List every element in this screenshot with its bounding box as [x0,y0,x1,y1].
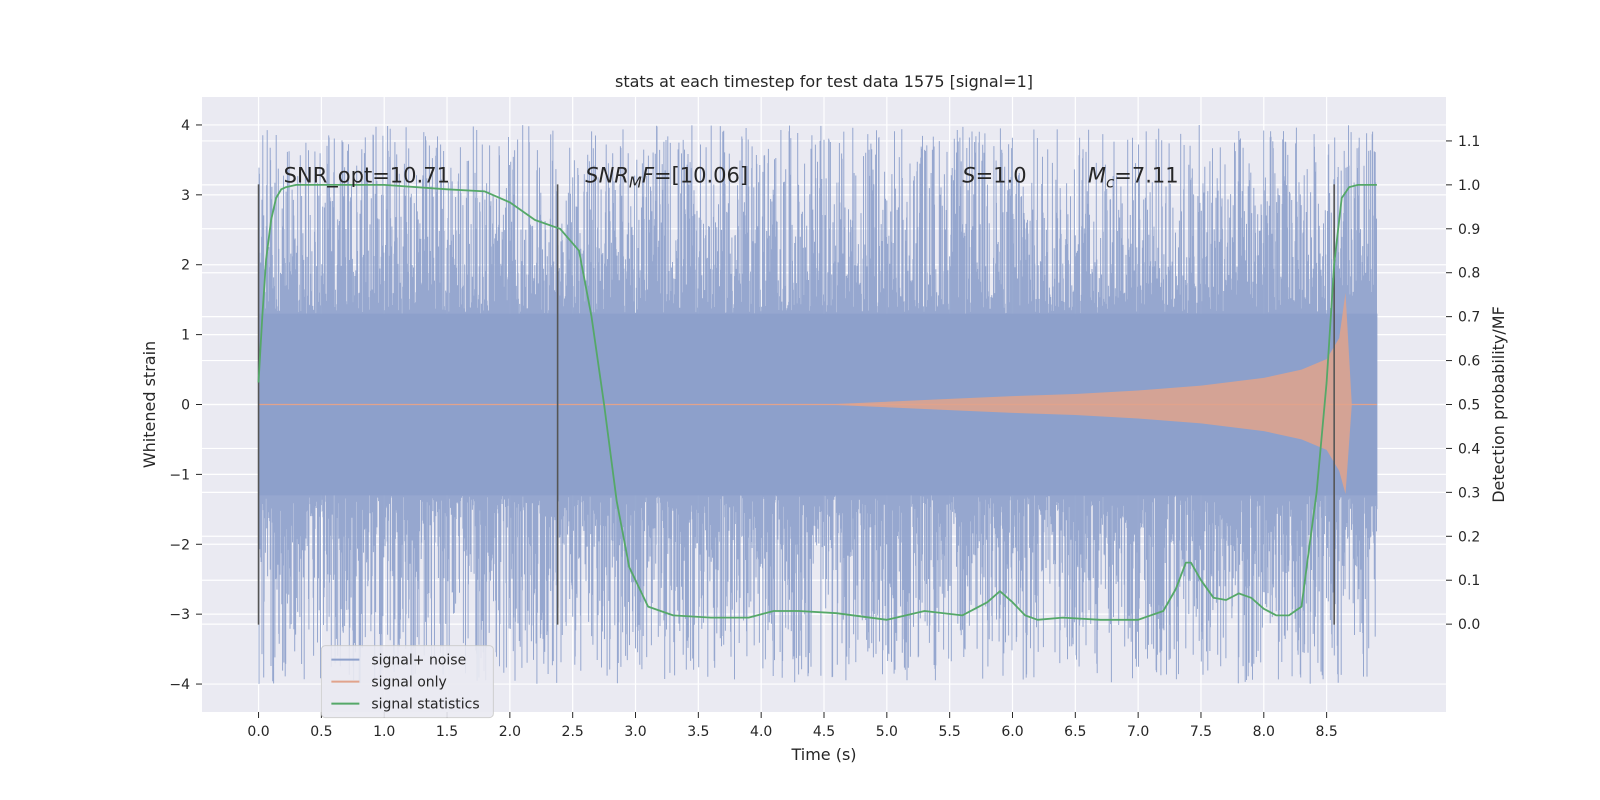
x-tick-label: 8.0 [1253,724,1275,740]
right-tick-label: 0.0 [1458,617,1480,633]
annotation-part: SNR [585,163,629,187]
right-tick-label: 0.2 [1458,529,1480,545]
legend-label: signal statistics [371,697,479,713]
annotation-part: S [962,163,975,187]
left-tick-label: −3 [169,607,190,623]
left-tick-label: 4 [181,118,190,134]
annotation-part: =1.0 [976,163,1027,187]
annotation-part: c [1106,173,1115,191]
annotation-text: S=1.0 [962,163,1026,187]
x-tick-label: 7.5 [1190,724,1212,740]
signal-only-envelope [824,292,1352,494]
signal-only-series [258,292,1377,494]
annotation-part: SNR_opt=10.71 [284,163,450,188]
legend-box [320,645,494,719]
x-tick-label: 3.5 [687,724,709,740]
x-tick-label: 2.5 [562,724,584,740]
right-tick-label: 1.1 [1458,134,1480,150]
annotation-text: SNRMF=[10.06] [585,163,748,191]
x-tick-label: 5.0 [876,724,898,740]
x-tick-label: 8.5 [1315,724,1337,740]
right-tick-label: 0.9 [1458,222,1480,238]
x-tick-label: 5.5 [939,724,961,740]
signal-statistics-line [257,184,1377,621]
right-tick-label: 0.6 [1458,354,1480,370]
left-tick-label: 2 [181,258,190,274]
annotation-part: M [629,173,642,191]
right-tick-label: 0.8 [1458,266,1480,282]
annotation-part: F [642,163,655,187]
legend: signal+ noise signal only signal statistic… [320,645,494,719]
left-tick-label: −1 [169,467,190,483]
right-tick-label: 1.0 [1458,178,1480,194]
x-axis: 0.0 0.5 1.0 1.5 2.0 2.5 3.0 3.5 4.0 4.5 5.0 5.5 6.0 6… [247,712,1338,740]
left-tick-label: −2 [169,537,190,553]
x-tick-label: 6.5 [1064,724,1086,740]
x-tick-label: 0.5 [310,724,332,740]
x-axis-label: Time (s) [790,745,856,764]
left-tick-label: 0 [181,398,190,414]
right-tick-label: 0.1 [1458,573,1480,589]
x-tick-label: 3.0 [624,724,646,740]
right-tick-label: 0.4 [1458,441,1480,457]
x-tick-label: 1.0 [373,724,395,740]
annotation-part: M [1088,163,1106,187]
x-tick-label: 1.5 [436,724,458,740]
annotation-text: Mc=7.11 [1088,163,1179,191]
annotations: SNR_opt=10.71 SNRMF=[10.06] S=1.0 Mc=7.11 [284,163,1179,191]
legend-label: signal+ noise [371,653,466,669]
x-tick-label: 4.0 [750,724,772,740]
left-y-axis-label: Whitened strain [140,341,159,468]
annotation-part: =7.11 [1114,163,1178,187]
chart-title: stats at each timestep for test data 157… [615,72,1033,91]
signal-statistics-series [257,184,1377,621]
x-tick-label: 7.0 [1127,724,1149,740]
right-tick-label: 0.7 [1458,310,1480,326]
annotation-part: =[10.06] [654,163,748,187]
right-tick-label: 0.3 [1458,485,1480,501]
left-y-axis: 4 3 2 1 0 −1 −2 −3 −4 [169,118,202,693]
x-tick-label: 0.0 [247,724,269,740]
annotation-text: SNR_opt=10.71 [284,163,450,188]
left-tick-label: 1 [181,328,190,344]
right-tick-label: 0.5 [1458,398,1480,414]
right-y-axis: 1.1 1.0 0.9 0.8 0.7 0.6 0.5 0.4 0.3 0.2 0.1 0.0 [1446,134,1480,633]
left-tick-label: −4 [169,677,190,693]
x-tick-label: 6.0 [1001,724,1023,740]
legend-label: signal only [371,675,446,691]
left-tick-label: 3 [181,188,190,204]
x-tick-label: 2.0 [499,724,521,740]
right-y-axis-label: Detection probability/MF [1489,306,1508,503]
x-tick-label: 4.5 [813,724,835,740]
